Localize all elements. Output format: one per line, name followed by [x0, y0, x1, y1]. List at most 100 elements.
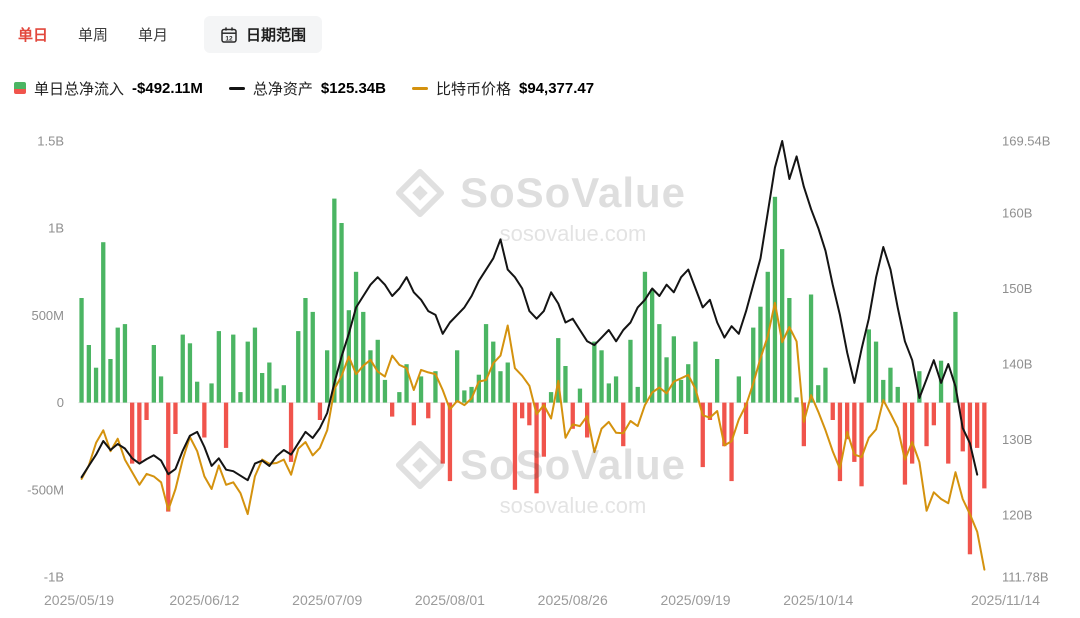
flow-bar [93, 367, 99, 403]
flow-bar [390, 402, 395, 417]
tab-monthly[interactable]: 单月 [138, 24, 168, 45]
flow-bar [86, 345, 91, 403]
flow-bar [613, 376, 619, 403]
flow-bar [888, 367, 893, 403]
right-axis-label: 160B [1002, 206, 1032, 221]
flow-bar [418, 376, 424, 403]
left-axis-label: 500M [31, 308, 64, 323]
flow-bar [830, 402, 835, 420]
flow-bar [433, 371, 438, 403]
flow-bar [859, 402, 864, 487]
flow-bar [693, 341, 698, 403]
period-tab-group: 单日 单周 单月 [16, 18, 170, 51]
flow-bar [447, 402, 453, 482]
flow-bar [122, 324, 128, 403]
flow-bar [642, 271, 648, 403]
date-range-button[interactable]: 12 日期范围 [204, 16, 323, 53]
flow-bar [79, 298, 84, 403]
flow-bar [563, 366, 568, 403]
flow-bar [332, 198, 337, 403]
flow-bar [137, 402, 142, 462]
flow-bar [231, 334, 236, 403]
flow-bar [491, 341, 496, 403]
flow-bar [794, 397, 799, 403]
flow-bar [852, 402, 857, 462]
flow-bar [382, 379, 388, 403]
flow-bar [967, 402, 973, 555]
flow-bar [166, 402, 171, 512]
flow-bar [743, 402, 749, 434]
flow-bar [577, 388, 583, 403]
flow-bar [397, 392, 402, 403]
flow-bar [751, 327, 756, 403]
right-axis-label: 140B [1002, 357, 1032, 372]
tab-daily[interactable]: 单日 [18, 24, 48, 45]
flow-bar [151, 345, 156, 403]
flow-bar [274, 388, 279, 403]
flow-bar [700, 402, 705, 468]
flow-bar [498, 371, 503, 403]
flow-bar [570, 402, 575, 429]
flow-chart-area[interactable]: SoSoValue sosovalue.com SoSoValue sosova… [0, 119, 1080, 618]
flow-bar [902, 402, 908, 485]
x-axis-label: 2025/06/12 [169, 592, 239, 608]
tab-weekly[interactable]: 单周 [78, 24, 108, 45]
flow-bar [823, 367, 828, 403]
left-axis-label: -1B [44, 570, 64, 585]
flow-bar [476, 374, 481, 403]
flow-bar [216, 331, 221, 403]
flow-bar [556, 338, 561, 403]
left-axis-label: -500M [27, 482, 64, 497]
combo-chart-canvas[interactable]: 1.5B 1B 500M 0 -500M -1B 169.54B 160B 150B 140B 13… [0, 119, 1080, 618]
flow-bar [606, 383, 611, 403]
net-assets-line [80, 140, 979, 482]
flow-bar [223, 402, 229, 448]
x-axis-label: 2025/05/19 [44, 592, 114, 608]
flow-bar [202, 402, 207, 438]
flow-bar [787, 298, 792, 403]
flow-bar [707, 402, 713, 420]
right-axis-label: 130B [1002, 432, 1032, 447]
flow-bar [541, 402, 546, 457]
flow-bar [866, 329, 871, 403]
legend-label-btc-price: 比特币价格 [435, 80, 511, 98]
x-axis-label: 2025/08/26 [538, 592, 608, 608]
flow-bar [801, 402, 806, 447]
flow-bar [288, 402, 294, 462]
right-axis-label: 150B [1002, 281, 1032, 296]
flow-bar [808, 294, 814, 403]
flow-bar [303, 298, 308, 403]
flow-bar [310, 311, 315, 403]
legend-item-net-assets[interactable]: 总净资产 $125.34B [228, 78, 386, 99]
flow-bar [621, 402, 626, 447]
flow-bar [512, 402, 518, 490]
toolbar: 单日 单周 单月 12 日期范围 [0, 0, 1080, 53]
left-axis-label: 0 [57, 395, 64, 410]
btc-price-line [80, 301, 986, 571]
flow-bar [678, 379, 684, 403]
flow-bar [895, 386, 900, 403]
flow-bar [520, 402, 525, 419]
flow-bar [592, 341, 597, 403]
flow-bar [325, 350, 330, 403]
flow-bar [101, 242, 106, 403]
flow-bar [267, 362, 272, 403]
flow-bar [931, 402, 936, 426]
flow-bar [881, 379, 886, 403]
calendar-icon: 12 [220, 26, 238, 44]
flow-bar [158, 376, 164, 403]
flow-bar [281, 385, 286, 403]
flow-bar [845, 402, 850, 440]
flow-bar [650, 289, 655, 403]
flow-bar [758, 306, 763, 403]
orange-line-series-icon [411, 86, 428, 90]
left-axis-label: 1.5B [37, 134, 64, 149]
left-axis-label: 1B [48, 221, 64, 236]
flow-bar [339, 223, 344, 403]
flow-bar [144, 402, 149, 420]
x-axis-label: 2025/07/09 [292, 592, 362, 608]
legend-item-net-inflow[interactable]: 单日总净流入 -$492.11M [14, 78, 203, 99]
flow-bar [917, 371, 922, 403]
flow-bar [527, 402, 532, 426]
legend-item-btc-price[interactable]: 比特币价格 $94,377.47 [411, 78, 594, 99]
